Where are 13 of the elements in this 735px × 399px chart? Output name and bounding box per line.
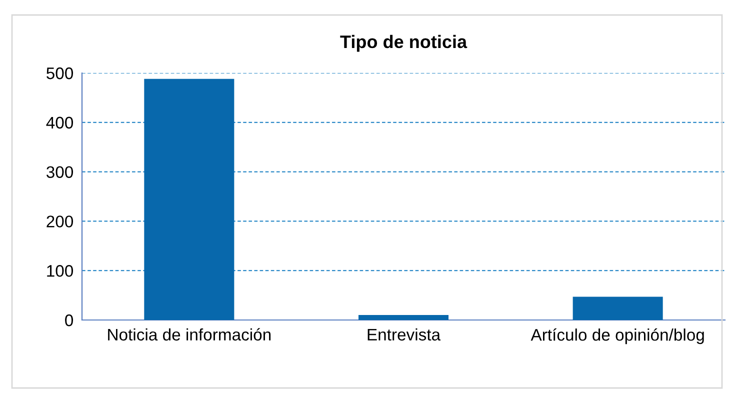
x-tick-label: Artículo de opinión/blog: [530, 328, 704, 344]
x-tick-label: Entrevista: [368, 328, 441, 341]
y-tick-label: 0: [65, 314, 74, 326]
y-tick-label: 200: [46, 216, 74, 228]
y-tick-label: 100: [47, 265, 74, 277]
chart-title: Tipo de noticia: [340, 34, 468, 52]
bar: [144, 78, 234, 320]
y-tick-label: 400: [46, 116, 74, 129]
x-tick-label: Noticia de información: [108, 328, 271, 341]
bar: [358, 315, 449, 320]
y-tick-label: 300: [46, 166, 74, 178]
y-tick-label: 500: [46, 67, 74, 80]
bar: [572, 296, 663, 320]
